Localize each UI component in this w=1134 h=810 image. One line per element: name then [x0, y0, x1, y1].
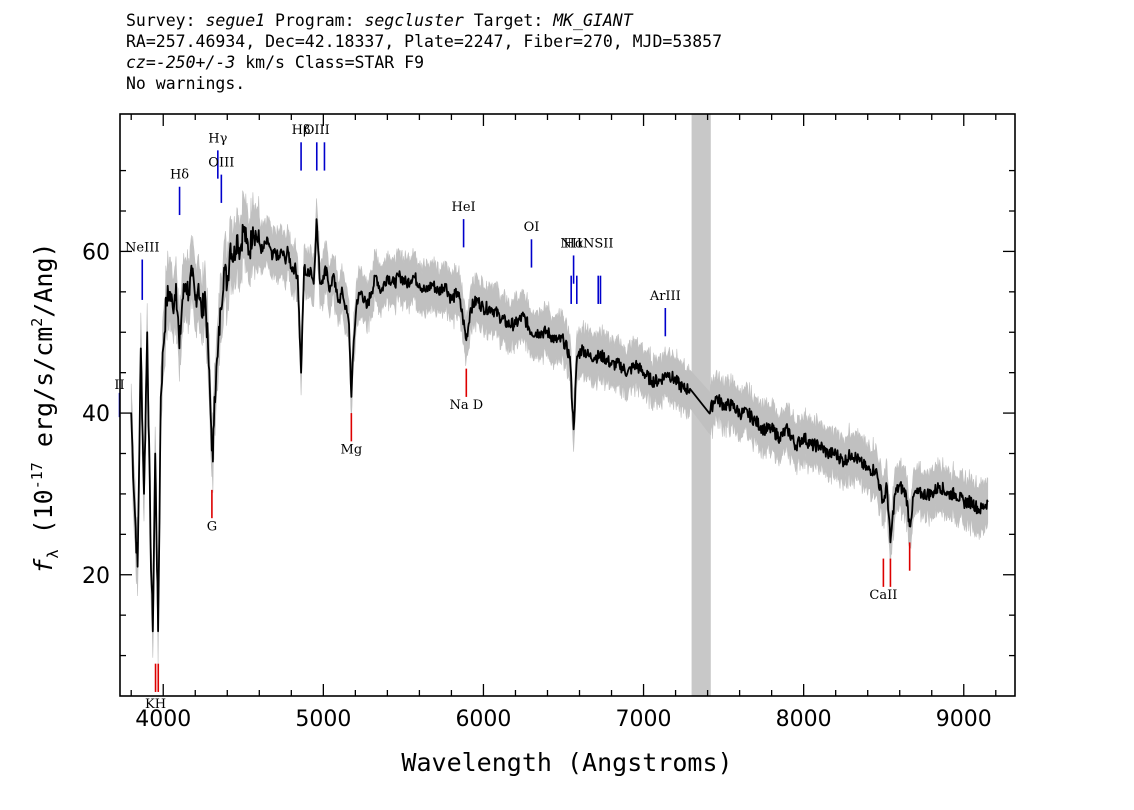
cz-value: -250+/-3	[155, 53, 236, 72]
header-line-coords: RA=257.46934, Dec=42.18337, Plate=2247, …	[126, 32, 723, 51]
x-tick-label: 4000	[135, 707, 191, 732]
emission-line-label: Hβ	[292, 123, 311, 138]
emission-line-label: HeI	[452, 200, 476, 215]
emission-line-label: OI	[524, 220, 540, 235]
spectrum-line	[130, 218, 989, 633]
svg-text:fλ (10-17 erg/s/cm2/Ang): fλ (10-17 erg/s/cm2/Ang)	[28, 242, 62, 573]
axes-layer: 4000 5000 6000 7000 8000 9000 20 40 60	[82, 113, 1016, 732]
x-axis-title: Wavelength (Angstroms)	[401, 748, 732, 777]
x-tick-label: 8000	[776, 707, 832, 732]
absorption-line-label: Mg	[341, 443, 363, 458]
emission-line-label: ArIII	[649, 289, 681, 304]
header-line-survey: Survey: segue1 Program: segcluster Targe…	[126, 11, 633, 30]
emission-line-label: Hδ	[170, 168, 189, 183]
emission-line-label: Hγ	[208, 131, 227, 146]
emission-line-label: NSII	[583, 236, 614, 251]
y-tick-label: 40	[82, 402, 110, 427]
spectrum-layer	[130, 218, 989, 633]
y-tick-label: 60	[82, 240, 110, 265]
noise-envelope	[130, 190, 989, 664]
survey-value: segue1	[205, 11, 266, 30]
x-tick-label: 5000	[295, 707, 351, 732]
target-value: MK_GIANT	[553, 11, 633, 30]
plot-frame	[119, 113, 1016, 697]
y-tick-label: 20	[82, 564, 110, 589]
emission-line-label: OIII	[304, 123, 330, 138]
absorption-line-label: KH	[145, 697, 166, 712]
noise-layer	[130, 190, 989, 664]
x-tick-label: 9000	[936, 707, 992, 732]
header-line-redshift: cz=-250+/-3 km/s Class=STAR F9	[126, 53, 425, 72]
emission-line-label: OIII	[208, 156, 234, 171]
x-tick-label: 6000	[455, 707, 511, 732]
absorption-line-label: CaII	[869, 588, 897, 603]
chart-header: Survey: segue1 Program: segcluster Targe…	[126, 10, 722, 94]
absorption-line-label: G	[207, 519, 217, 534]
emission-line-label: Hα	[564, 236, 584, 251]
x-tick-label: 7000	[616, 707, 672, 732]
absorption-line-label: Na D	[449, 398, 483, 413]
program-value: segcluster	[364, 11, 464, 30]
header-line-warnings: No warnings.	[126, 74, 246, 93]
emission-line-label: NII	[560, 236, 582, 251]
y-axis-title: fλ (10-17 erg/s/cm2/Ang)	[28, 242, 62, 573]
emission-line-label: NeIII	[125, 240, 159, 255]
